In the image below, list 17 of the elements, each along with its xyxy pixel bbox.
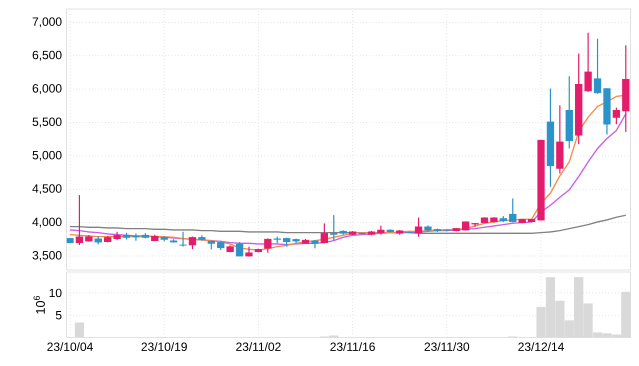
y-tick-label: 4,000 [32,218,62,228]
y-tick-label: 5,500 [32,118,62,128]
x-tick-label: 23/11/30 [424,342,470,351]
y-tick-label: 6,000 [32,84,62,94]
x-tick-label: 23/10/19 [142,342,187,351]
y-tick-label: 7,000 [32,17,62,28]
x-tick-label: 23/12/14 [518,342,564,351]
y-axis-title: 10$^{6}$ [34,296,45,314]
y-tick-label: 4,500 [32,184,62,194]
x-tick-label: 23/10/04 [47,342,93,351]
y-tick-label: 5 [56,311,62,320]
x-tick-label: 23/11/02 [236,342,281,351]
y-tick-label: 10 [50,288,62,298]
x-tick-label: 23/11/16 [330,342,375,351]
y-tick-label: 6,500 [32,50,62,61]
y-tick-label: 3,500 [32,251,62,261]
y-tick-label: 5,000 [32,150,62,161]
